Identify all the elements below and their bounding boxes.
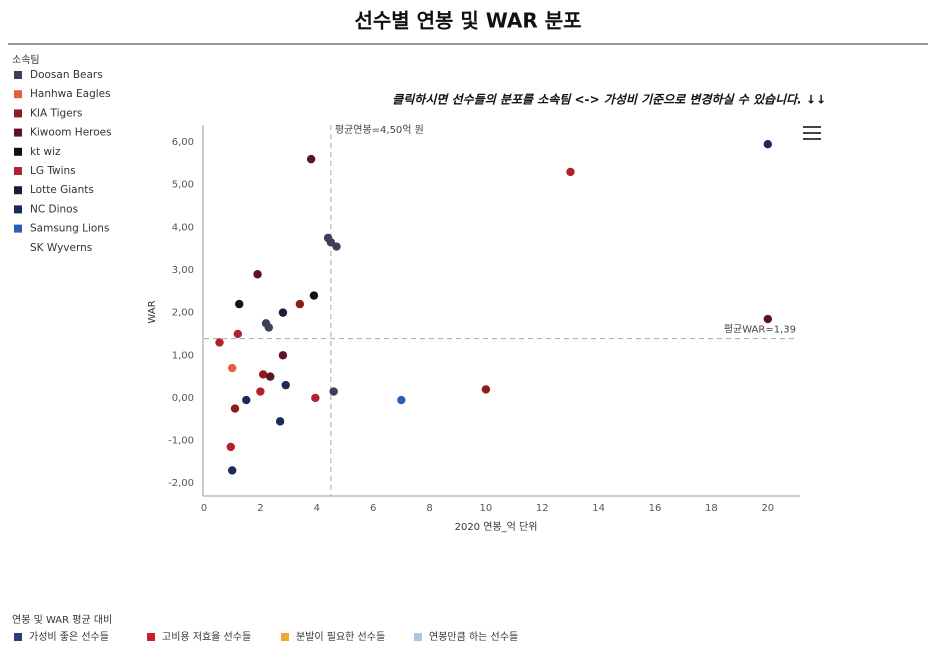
menu-button[interactable] <box>803 126 821 140</box>
point[interactable] <box>566 167 575 177</box>
point[interactable] <box>278 351 288 360</box>
legend-swatch <box>14 224 22 233</box>
y-tick-label: -2,00 <box>168 478 194 489</box>
quadrant-label[interactable]: 고비용 저효율 선수들 <box>162 631 251 643</box>
quadrant-swatch <box>414 633 422 641</box>
quadrant-label[interactable]: 가성비 좋은 선수들 <box>29 631 109 643</box>
x-tick-label: 14 <box>592 503 605 514</box>
legend-label[interactable]: LG Twins <box>30 165 76 177</box>
chart-title: 선수별 연봉 및 WAR 분포 <box>354 9 581 33</box>
legend-swatch <box>14 128 22 137</box>
x-tick-label: 20 <box>761 503 774 514</box>
point[interactable] <box>281 380 290 390</box>
point[interactable] <box>242 395 251 405</box>
legend-label[interactable]: Samsung Lions <box>30 223 109 235</box>
point[interactable] <box>275 417 285 426</box>
x-tick-label: 10 <box>480 503 493 514</box>
point[interactable] <box>253 270 262 279</box>
x-tick-label: 0 <box>201 503 207 514</box>
quadrant-label[interactable]: 연봉만큼 하는 선수들 <box>429 630 518 643</box>
x-tick-label: 6 <box>370 503 376 514</box>
point[interactable] <box>227 466 237 475</box>
point[interactable] <box>397 395 406 405</box>
point[interactable] <box>332 242 341 251</box>
legend-label[interactable]: Kiwoom Heroes <box>30 127 112 139</box>
legend-label[interactable]: Doosan Bears <box>30 69 103 81</box>
point[interactable] <box>233 329 243 339</box>
point[interactable] <box>256 387 265 396</box>
legend-label[interactable]: SK Wyverns <box>30 242 92 254</box>
y-tick-label: 4,00 <box>172 222 194 233</box>
legend-swatch <box>14 90 22 99</box>
legend-swatch <box>14 147 22 156</box>
legend-swatch <box>14 109 22 118</box>
y-tick-label: 3,00 <box>172 265 194 276</box>
point[interactable] <box>227 363 237 373</box>
y-tick-label: 5,00 <box>172 180 194 191</box>
legend-swatch <box>14 205 22 214</box>
point[interactable] <box>235 299 244 309</box>
point[interactable] <box>763 314 773 324</box>
quadrant-swatch <box>14 633 22 641</box>
y-axis-label: WAR <box>147 300 158 323</box>
point[interactable] <box>481 385 491 394</box>
legend-swatch <box>14 71 22 79</box>
legend-swatch <box>14 167 22 175</box>
quadrant-label[interactable]: 분발이 필요한 선수들 <box>296 631 385 643</box>
point[interactable] <box>264 323 274 332</box>
mean-y-label: 평균WAR=1,39 <box>724 324 796 336</box>
x-tick-label: 4 <box>314 503 320 514</box>
legend-label[interactable]: kt wiz <box>30 146 61 158</box>
y-tick-label: -1,00 <box>168 436 194 447</box>
x-tick-label: 12 <box>536 503 549 514</box>
point[interactable] <box>306 154 316 164</box>
x-tick-label: 18 <box>705 503 718 514</box>
point[interactable] <box>230 404 240 413</box>
point[interactable] <box>295 299 305 309</box>
x-tick-label: 16 <box>649 503 662 514</box>
y-tick-label: 6,00 <box>172 137 194 148</box>
quadrant-swatch <box>147 633 155 641</box>
legend-swatch <box>14 243 22 252</box>
point[interactable] <box>329 387 338 396</box>
point[interactable] <box>259 370 268 379</box>
y-tick-label: 1,00 <box>172 350 194 361</box>
point[interactable] <box>226 442 235 452</box>
mean-x-label: 평균연봉=4,50억 원 <box>335 124 424 136</box>
x-tick-label: 8 <box>426 503 432 514</box>
quadrant-legend-title: 연봉 및 WAR 평균 대비 <box>12 614 112 626</box>
x-axis-label: 2020 연봉_억 단위 <box>455 520 538 533</box>
legend-label[interactable]: Lotte Giants <box>30 184 94 196</box>
point[interactable] <box>763 139 773 149</box>
legend-title: 소속팀 <box>12 54 40 66</box>
legend-label[interactable]: KIA Tigers <box>30 107 82 119</box>
quadrant-swatch <box>281 633 289 641</box>
x-tick-label: 2 <box>257 503 263 514</box>
point[interactable] <box>215 338 224 347</box>
point[interactable] <box>266 372 275 381</box>
legend-label[interactable]: NC Dinos <box>30 203 78 215</box>
legend-swatch <box>14 186 22 195</box>
y-tick-label: 0,00 <box>172 393 194 404</box>
instruction: 클릭하시면 선수들의 분포를 소속팀 <-> 가성비 기준으로 변경하실 수 있… <box>392 93 826 107</box>
y-tick-label: 2,00 <box>172 308 194 319</box>
point[interactable] <box>311 393 320 403</box>
point[interactable] <box>309 291 319 300</box>
legend-label[interactable]: Hanhwa Eagles <box>30 88 111 100</box>
point[interactable] <box>278 308 288 317</box>
